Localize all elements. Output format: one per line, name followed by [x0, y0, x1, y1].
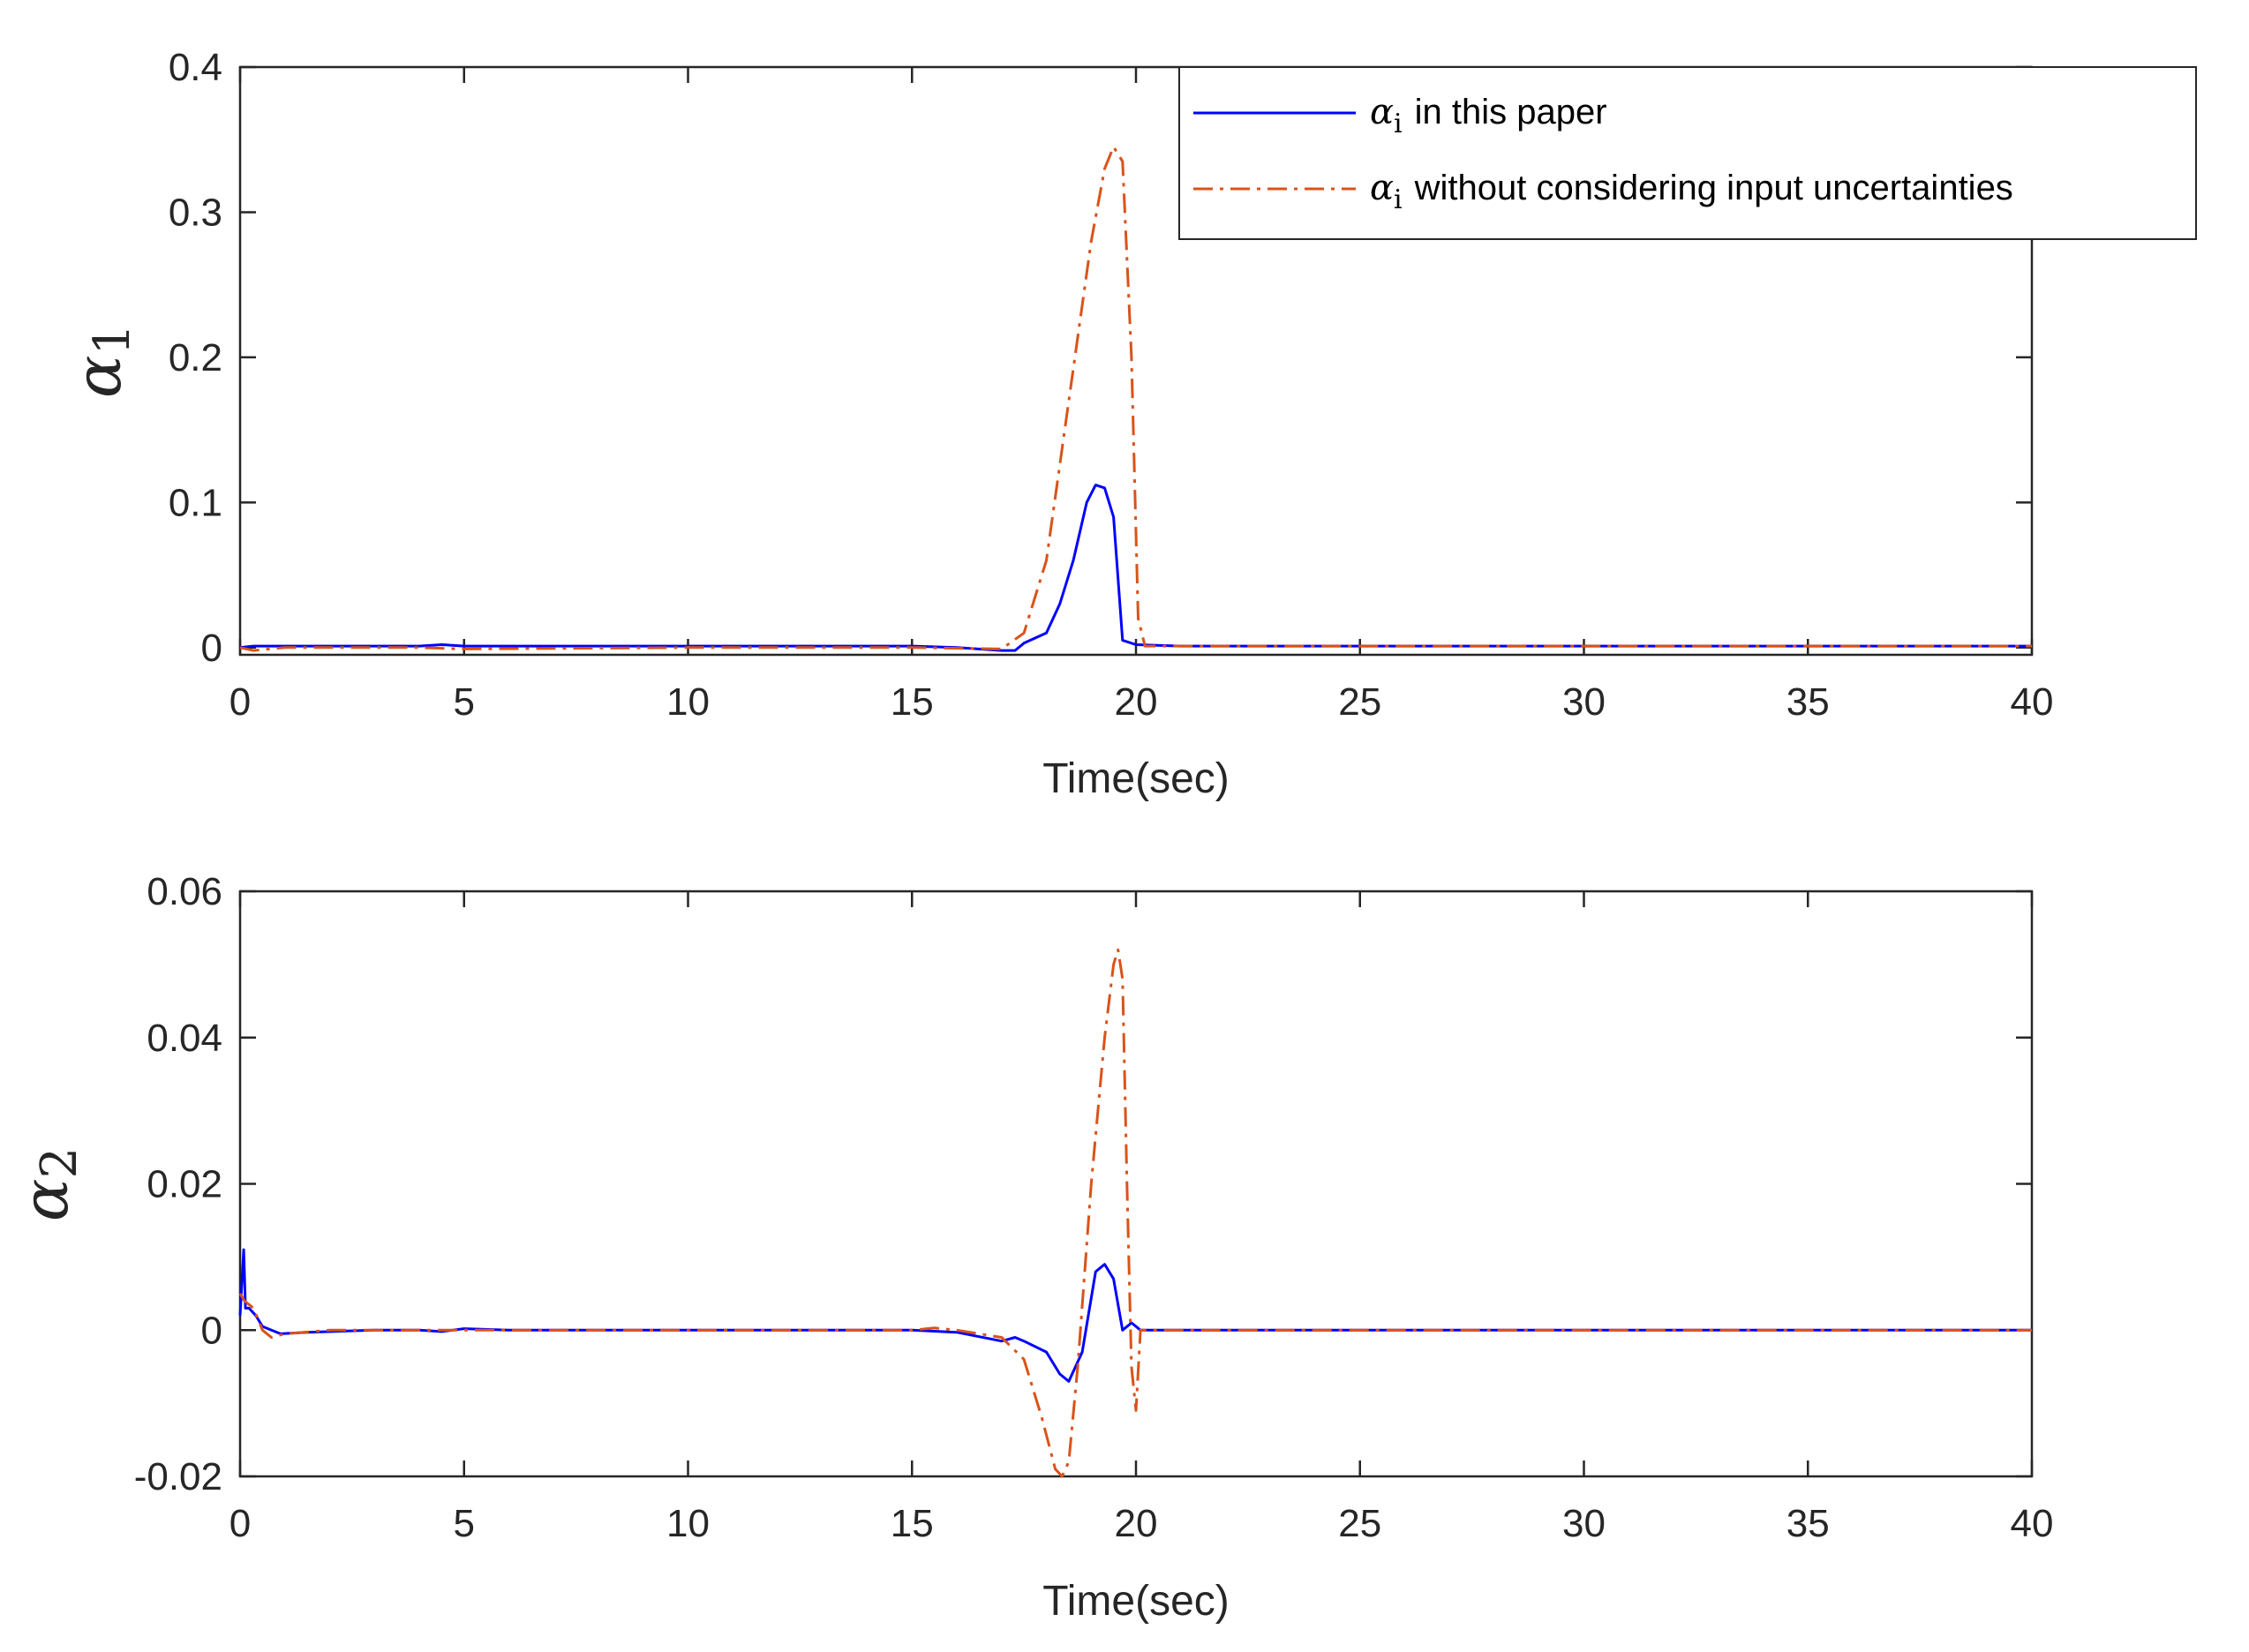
- y-axis-label: α1: [61, 324, 141, 398]
- x-tick-label: 40: [2011, 1502, 2054, 1545]
- x-tick-label: 15: [891, 680, 934, 724]
- y-tick-label: 0.4: [169, 46, 222, 89]
- x-tick-label: 5: [454, 680, 475, 724]
- x-tick-label: 0: [229, 1502, 251, 1545]
- x-tick-label: 30: [1562, 1502, 1606, 1545]
- legend-box: [1178, 66, 2197, 240]
- legend: αi in this paper αi without considering in…: [1178, 66, 2197, 240]
- x-axis-label: Time(sec): [1042, 1578, 1230, 1625]
- y-tick-label: 0: [201, 1309, 222, 1352]
- y-tick-label: 0.3: [169, 191, 222, 234]
- series-line-2: [238, 948, 2032, 1478]
- series-layer: [239, 145, 2032, 652]
- y-tick-label: 0.2: [169, 336, 222, 379]
- x-tick-label: 15: [891, 1502, 934, 1545]
- x-axis-label: Time(sec): [1042, 755, 1230, 802]
- x-tick-label: 5: [454, 1502, 475, 1545]
- y-tick-label: 0.06: [147, 870, 222, 913]
- series-layer: [238, 948, 2032, 1478]
- series-line-1: [238, 1248, 2032, 1383]
- y-axis-label: α2: [8, 1147, 88, 1221]
- series-line-2: [239, 145, 2032, 652]
- plot-area: [238, 890, 2034, 1478]
- x-tick-label: 25: [1338, 680, 1381, 724]
- x-tick-label: 35: [1786, 1502, 1830, 1545]
- y-tick-label: -0.02: [134, 1455, 222, 1498]
- x-tick-label: 30: [1562, 680, 1606, 724]
- x-tick-label: 10: [666, 1502, 710, 1545]
- x-tick-label: 0: [229, 680, 251, 724]
- legend-entry-series-1: αi in this paper: [1370, 92, 1607, 139]
- series-line-1: [239, 484, 2032, 652]
- x-tick-label: 20: [1115, 680, 1158, 724]
- y-tick-label: 0.1: [169, 481, 222, 524]
- x-tick-label: 35: [1786, 680, 1830, 724]
- y-tick-label: 0.04: [147, 1017, 222, 1060]
- y-tick-label: 0.02: [147, 1163, 222, 1206]
- x-tick-label: 25: [1338, 1502, 1381, 1545]
- x-tick-label: 20: [1115, 1502, 1158, 1545]
- y-tick-label: 0: [201, 627, 222, 670]
- x-tick-label: 40: [2011, 680, 2054, 724]
- legend-entry-series-2: αi without considering input uncertaintie…: [1370, 168, 2013, 215]
- x-tick-label: 10: [666, 680, 710, 724]
